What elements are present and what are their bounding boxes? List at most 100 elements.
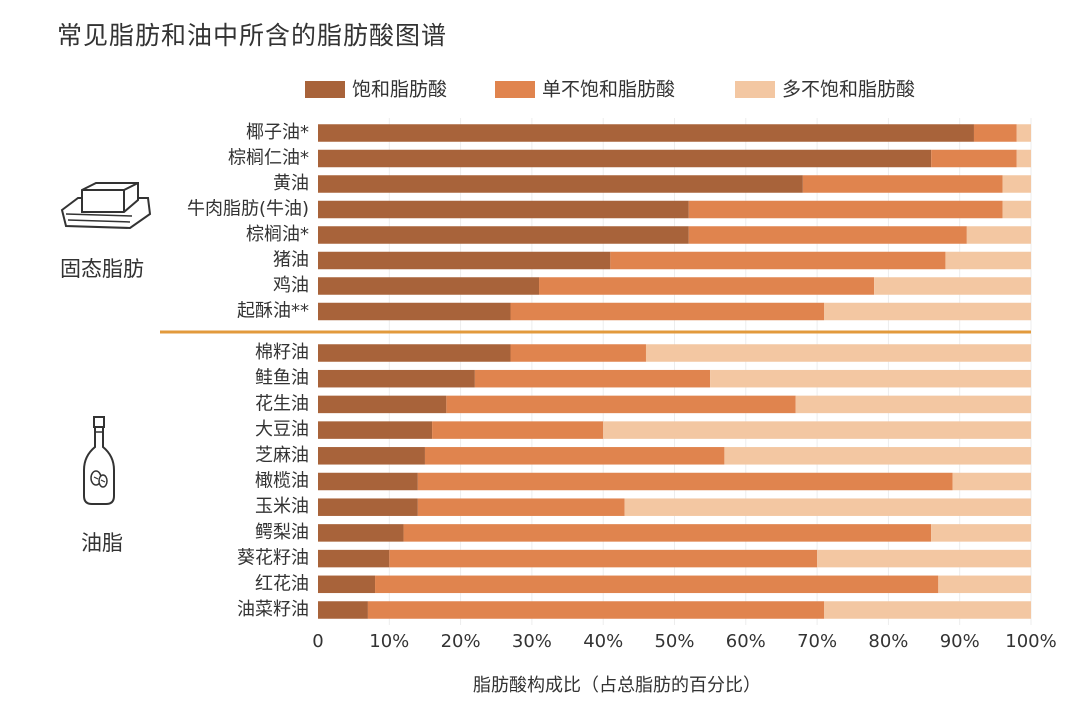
bar-segment	[802, 175, 1003, 193]
bar-segment	[624, 498, 1031, 516]
bar-segment	[724, 447, 1031, 465]
x-tick-label: 70%	[797, 631, 837, 652]
bar-segment	[710, 369, 1031, 388]
bar-segment	[318, 421, 433, 439]
bar-segment	[318, 369, 475, 388]
bar-segment	[318, 149, 932, 168]
bar-segment	[367, 601, 825, 619]
page-title: 常见脂肪和油中所含的脂肪酸图谱	[57, 21, 448, 50]
x-tick-label: 100%	[1005, 631, 1056, 652]
bar-segment	[375, 575, 939, 594]
bar-segment	[610, 251, 946, 270]
bar-segment	[824, 302, 1031, 321]
bar-segment	[318, 302, 511, 321]
x-tick-label: 90%	[940, 631, 980, 652]
bar-segment	[952, 472, 1031, 491]
bar-segment	[446, 395, 796, 414]
bar-segment	[318, 524, 404, 542]
legend-swatch	[735, 81, 775, 98]
bar-segment	[318, 601, 368, 619]
bar-segment	[973, 124, 1017, 142]
bar-segment	[645, 344, 1031, 362]
x-axis-title: 脂肪酸构成比（占总脂肪的百分比）	[473, 675, 761, 696]
bar-segment	[432, 421, 604, 439]
category-label: 芝麻油	[255, 445, 309, 466]
bar-segment	[510, 344, 646, 362]
bar-segment	[318, 498, 418, 516]
x-tick-label: 50%	[654, 631, 694, 652]
bar-segment	[318, 447, 425, 465]
bar-segment	[824, 601, 1031, 619]
bar-segment	[318, 200, 689, 219]
category-label: 大豆油	[255, 419, 309, 440]
x-tick-label: 10%	[369, 631, 409, 652]
bar-segment	[389, 549, 818, 568]
bar-segment	[1002, 200, 1031, 219]
bar-segment	[318, 277, 540, 295]
bar-segment	[510, 302, 825, 321]
category-label: 棕榈仁油*	[228, 148, 309, 169]
group-label-oils: 油脂	[81, 531, 123, 555]
bar-segment	[318, 395, 447, 414]
legend-label: 多不饱和脂肪酸	[782, 79, 915, 101]
bar-segment	[966, 226, 1031, 244]
x-tick-label: 80%	[868, 631, 908, 652]
bar-segment	[318, 251, 611, 270]
bar-segment	[931, 524, 1031, 542]
bar-segment	[603, 421, 1031, 439]
legend-swatch	[305, 81, 345, 98]
bar-segment	[688, 200, 1003, 219]
bar-segment	[403, 524, 932, 542]
category-label: 椰子油*	[246, 122, 309, 143]
bar-segment	[539, 277, 875, 295]
category-label: 花生油	[255, 393, 309, 414]
bar-segment	[318, 344, 511, 362]
category-label: 起酥油**	[237, 301, 309, 322]
bar-segment	[318, 549, 390, 568]
legend-label: 饱和脂肪酸	[352, 79, 447, 101]
bar-segment	[417, 472, 953, 491]
bar-segment	[688, 226, 967, 244]
group-label-solid-fats: 固态脂肪	[60, 257, 144, 281]
x-tick-label: 0	[312, 631, 323, 652]
category-label: 鸡油	[273, 275, 309, 296]
category-label: 油菜籽油	[237, 599, 309, 620]
category-label: 黄油	[273, 173, 309, 194]
category-label: 红花油	[255, 573, 309, 594]
category-label: 葵花籽油	[237, 548, 309, 569]
bar-segment	[424, 447, 725, 465]
bar-segment	[1002, 175, 1031, 193]
bar-segment	[931, 149, 1017, 168]
butter-icon	[60, 182, 152, 230]
bar-segment	[318, 472, 418, 491]
legend-label: 单不饱和脂肪酸	[542, 79, 675, 101]
category-label: 牛肉脂肪(牛油)	[187, 199, 309, 220]
bar-segment	[945, 251, 1031, 270]
x-tick-label: 20%	[441, 631, 481, 652]
oil-bottle-icon	[83, 416, 115, 505]
category-label: 棉籽油	[255, 342, 309, 363]
bar-segment	[795, 395, 1031, 414]
legend-swatch	[495, 81, 535, 98]
category-label: 棕榈油*	[246, 224, 309, 245]
bar-segment	[417, 498, 625, 516]
bar-segment	[817, 549, 1031, 568]
bar-segment	[318, 575, 376, 594]
x-tick-label: 60%	[726, 631, 766, 652]
x-tick-label: 30%	[512, 631, 552, 652]
bar-segment	[318, 124, 974, 142]
category-label: 鲑鱼油	[255, 368, 309, 389]
bar-segment	[1016, 124, 1031, 142]
bar-segment	[318, 226, 689, 244]
x-tick-label: 40%	[583, 631, 623, 652]
category-label: 橄榄油	[255, 471, 309, 492]
bar-segment	[938, 575, 1031, 594]
bar-segment	[474, 369, 711, 388]
category-label: 猪油	[273, 250, 309, 271]
bar-segment	[318, 175, 803, 193]
category-label: 玉米油	[255, 496, 309, 517]
category-label: 鳄梨油	[255, 522, 309, 543]
bar-segment	[1016, 149, 1031, 168]
bar-segment	[874, 277, 1031, 295]
